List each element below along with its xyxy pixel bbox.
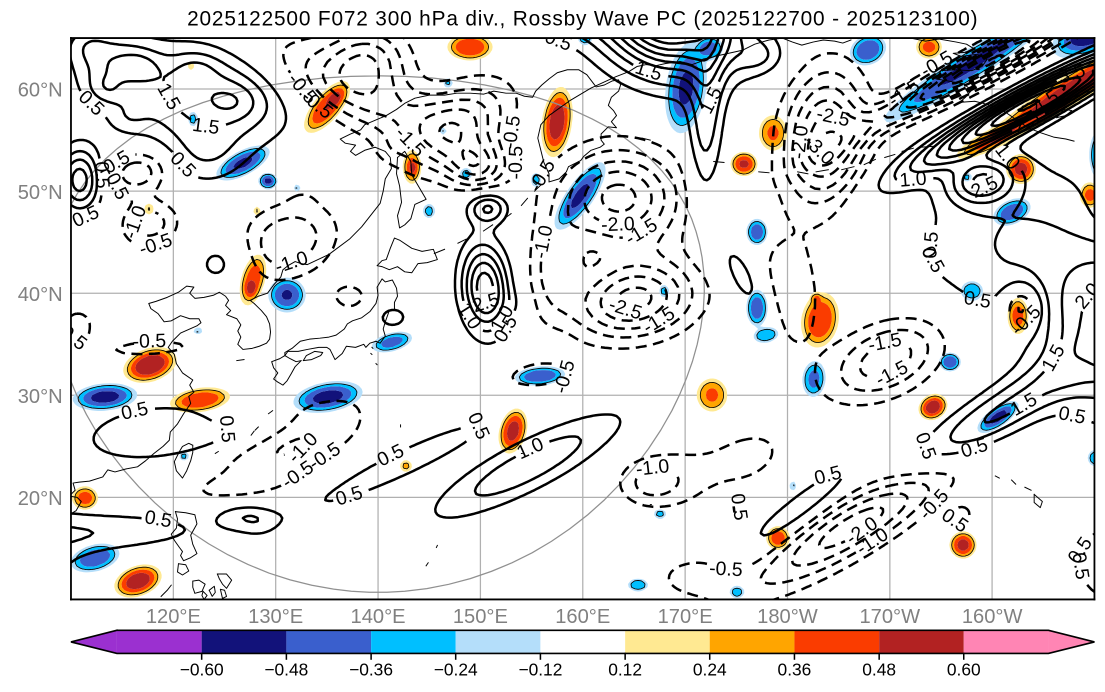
svg-text:160°E: 160°E bbox=[555, 606, 610, 628]
svg-text:−0.24: −0.24 bbox=[434, 660, 478, 680]
svg-text:-2.0: -2.0 bbox=[787, 124, 813, 160]
svg-text:60°N: 60°N bbox=[18, 80, 63, 102]
svg-text:-1.0: -1.0 bbox=[635, 455, 671, 481]
svg-text:0.5: 0.5 bbox=[1057, 402, 1088, 429]
svg-text:0.5: 0.5 bbox=[143, 506, 173, 532]
svg-text:0.5: 0.5 bbox=[90, 161, 113, 189]
svg-text:0.5: 0.5 bbox=[215, 415, 239, 444]
svg-text:-0.5: -0.5 bbox=[709, 557, 744, 581]
svg-text:0.5: 0.5 bbox=[726, 492, 752, 522]
svg-text:-0.5: -0.5 bbox=[498, 114, 525, 150]
svg-text:180°W: 180°W bbox=[757, 606, 818, 628]
svg-text:−0.48: −0.48 bbox=[264, 660, 308, 680]
svg-text:-0.5: -0.5 bbox=[505, 146, 528, 180]
svg-text:30°N: 30°N bbox=[18, 386, 63, 408]
svg-text:20°N: 20°N bbox=[18, 488, 63, 510]
svg-text:−0.60: −0.60 bbox=[180, 660, 224, 680]
svg-text:0.12: 0.12 bbox=[608, 660, 642, 680]
svg-text:1.5: 1.5 bbox=[191, 114, 221, 139]
svg-text:0.5: 0.5 bbox=[919, 231, 943, 260]
svg-text:170°E: 170°E bbox=[658, 606, 713, 628]
svg-text:1.0: 1.0 bbox=[899, 168, 928, 192]
svg-text:−0.36: −0.36 bbox=[349, 660, 393, 680]
svg-text:50°N: 50°N bbox=[18, 182, 63, 204]
svg-text:0.24: 0.24 bbox=[693, 660, 727, 680]
svg-text:0.5: 0.5 bbox=[962, 287, 992, 313]
svg-text:0.48: 0.48 bbox=[862, 660, 896, 680]
svg-text:120°E: 120°E bbox=[146, 606, 201, 628]
svg-text:170°W: 170°W bbox=[859, 606, 920, 628]
svg-text:−0.12: −0.12 bbox=[518, 660, 562, 680]
svg-text:0.5: 0.5 bbox=[1067, 551, 1093, 581]
svg-text:-0.5: -0.5 bbox=[132, 330, 166, 353]
svg-text:40°N: 40°N bbox=[18, 284, 63, 306]
svg-text:160°W: 160°W bbox=[962, 606, 1023, 628]
svg-text:-2.0: -2.0 bbox=[601, 213, 636, 236]
svg-text:150°E: 150°E bbox=[453, 606, 508, 628]
svg-text:0.60: 0.60 bbox=[947, 660, 981, 680]
svg-text:0.36: 0.36 bbox=[778, 660, 812, 680]
svg-text:130°E: 130°E bbox=[248, 606, 303, 628]
svg-text:140°E: 140°E bbox=[351, 606, 406, 628]
svg-text:2025122500 F072 300 hPa div.,: 2025122500 F072 300 hPa div., Rossby Wav… bbox=[187, 8, 978, 31]
